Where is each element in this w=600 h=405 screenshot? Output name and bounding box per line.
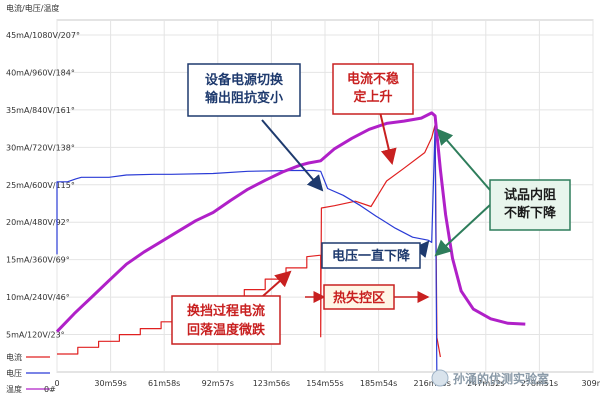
legend-marker: 0#: [44, 385, 56, 394]
annotation-source-switch-line2: 输出阻抗变小: [205, 90, 283, 106]
x-tick-label: 154m55s: [306, 379, 343, 388]
y-axis-tick-labels: 5mA/120V/23° 10mA/240V/46° 15mA/360V/69° 20…: [6, 31, 80, 340]
annotation-sample-resistance-line1: 试品内阻: [504, 187, 556, 203]
annotation-current-unstable: 电流不稳 定上升: [332, 63, 414, 115]
annotation-voltage-drop-text: 电压一直下降: [332, 248, 411, 264]
y-tick-label: 5mA/120V/23°: [6, 331, 65, 340]
series-line-temperature: [55, 111, 526, 333]
legend-label: 电压: [6, 368, 22, 378]
annotation-box-voltage-drop: [321, 242, 421, 269]
x-tick-label: 61m58s: [148, 379, 180, 388]
x-tick-label: 92m57s: [202, 379, 234, 388]
annotation-range-switch-line2: 回落温度微跌: [187, 322, 266, 338]
annotation-current-unstable-line2: 定上升: [352, 89, 392, 105]
annotation-box-source-switch: [187, 63, 301, 117]
series-line-voltage: [56, 124, 441, 384]
annotation-sample-resistance: 试品内阻 不断下降: [489, 179, 571, 231]
series-lines: [55, 111, 526, 384]
y-tick-label: 45mA/1080V/207°: [6, 31, 80, 40]
arrow-voltage-drop: [413, 240, 430, 258]
annotation-box-range-switch: [171, 295, 281, 345]
annotation-voltage-drop: 电压一直下降: [321, 242, 421, 269]
x-tick-label: 30m59s: [94, 379, 126, 388]
y-tick-label: 20mA/480V/92°: [6, 218, 70, 227]
y-tick-label: 10mA/240V/46°: [6, 293, 70, 302]
arrow-current-unstable: [379, 111, 397, 165]
annotation-thermal-runaway: 热失控区: [323, 284, 395, 310]
arrow-resistance-temp: [436, 128, 491, 191]
y-tick-label: 30mA/720V/138°: [6, 143, 75, 152]
annotation-box-current-unstable: [332, 63, 414, 115]
annotation-current-unstable-line1: 电流不稳: [347, 71, 399, 87]
series-line-current: [57, 124, 441, 358]
y-tick-label: 35mA/840V/161°: [6, 106, 75, 115]
annotation-box-sample-resistance: [489, 179, 571, 231]
x-tick-label: 123m56s: [253, 379, 290, 388]
x-tick-label: 185m54s: [360, 379, 397, 388]
y-tick-label: 25mA/600V/115°: [6, 181, 75, 190]
x-tick-label: 247m52s: [467, 379, 504, 388]
annotation-source-switch: 设备电源切换 输出阻抗变小: [187, 63, 301, 117]
annotation-range-switch-line1: 换挡过程电流: [187, 303, 265, 319]
annotation-thermal-runaway-text: 热失控区: [333, 290, 385, 306]
x-tick-label: 309m: [581, 379, 600, 388]
arrow-range-switch: [262, 270, 292, 297]
annotation-range-switch: 换挡过程电流 回落温度微跌: [171, 295, 281, 345]
x-tick-label: 216m53s: [413, 379, 450, 388]
y-tick-label: 40mA/960V/184°: [6, 68, 75, 77]
watermark-text: 孙涌的优测实验室: [453, 371, 549, 386]
annotation-source-switch-line1: 设备电源切换: [205, 72, 284, 88]
x-axis-tick-labels: 0 30m59s 61m58s 92m57s 123m56s 154m55s 185m54s…: [54, 379, 600, 388]
x-tick-label: 0: [54, 379, 59, 388]
x-tick-label: 278m51s: [521, 379, 558, 388]
watermark: 孙涌的优测实验室: [431, 369, 549, 387]
annotation-box-thermal-runaway: [323, 284, 395, 310]
legend-label: 电流: [6, 352, 22, 362]
arrow-source-switch: [261, 119, 324, 192]
arrow-resistance-voltage: [434, 204, 491, 257]
annotation-sample-resistance-line2: 不断下降: [504, 205, 557, 221]
legend-label: 温度: [6, 384, 22, 394]
watermark-logo-icon: [431, 369, 449, 387]
annotation-arrows: [261, 111, 491, 303]
chart-title: 电流/电压/温度: [6, 3, 59, 13]
y-tick-label: 15mA/360V/69°: [6, 256, 70, 265]
